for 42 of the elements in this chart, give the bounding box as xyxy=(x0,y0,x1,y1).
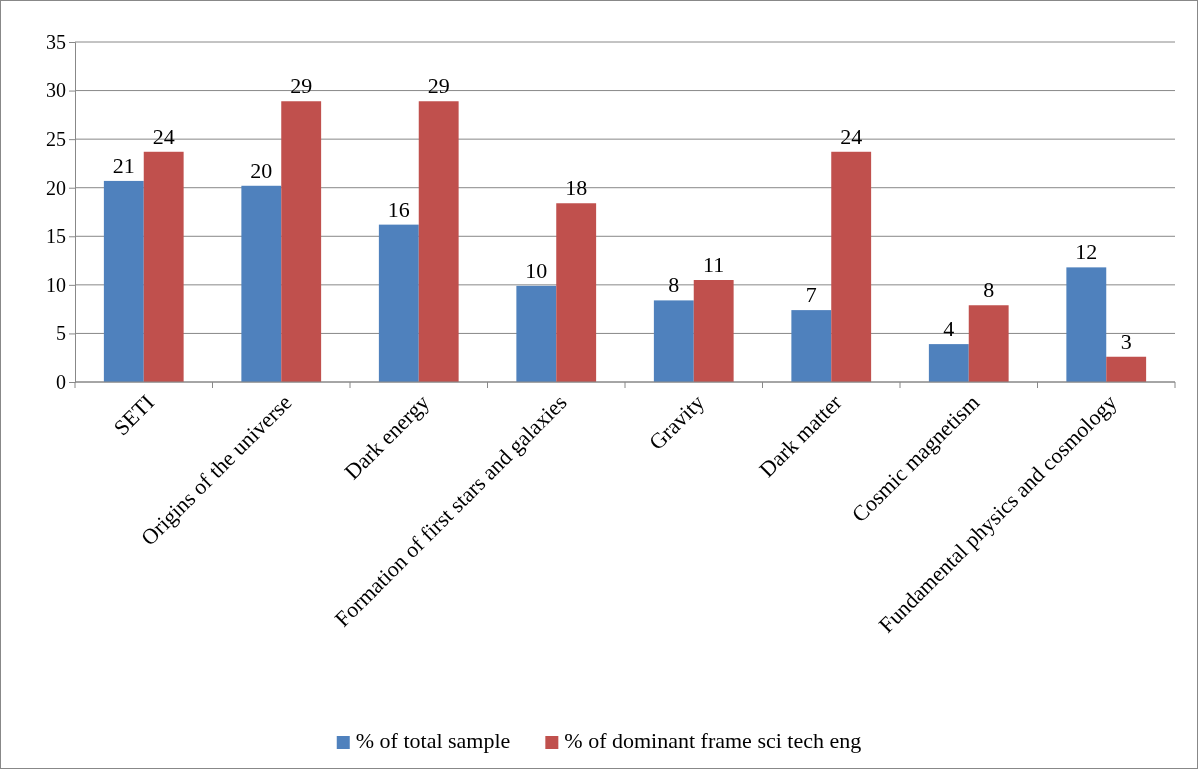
data-label: 8 xyxy=(668,272,680,298)
y-tick-label: 5 xyxy=(56,322,66,345)
y-tick-label: 30 xyxy=(46,79,66,102)
bar xyxy=(1066,267,1107,382)
data-label: 24 xyxy=(152,123,175,149)
y-tick-label: 35 xyxy=(46,30,66,53)
data-label: 21 xyxy=(112,152,135,178)
legend-label: % of dominant frame sci tech eng xyxy=(564,728,862,753)
bar xyxy=(928,344,969,382)
legend-label: % of total sample xyxy=(355,728,511,753)
data-label: 8 xyxy=(983,277,995,303)
data-label: 24 xyxy=(840,123,863,149)
bar xyxy=(143,151,184,382)
bar xyxy=(1106,356,1147,382)
bar xyxy=(791,310,832,382)
data-label: 29 xyxy=(427,73,450,99)
y-tick-label: 20 xyxy=(46,176,66,199)
bar xyxy=(516,285,557,382)
data-label: 16 xyxy=(387,196,410,222)
bar xyxy=(378,224,419,382)
bar xyxy=(693,280,734,382)
data-label: 11 xyxy=(703,252,725,277)
data-label: 3 xyxy=(1120,328,1132,354)
bar xyxy=(281,101,322,382)
y-tick-label: 0 xyxy=(56,370,66,393)
y-tick-label: 15 xyxy=(46,225,66,248)
bar xyxy=(103,180,144,382)
data-label: 29 xyxy=(290,73,313,99)
bar xyxy=(418,101,459,382)
data-label: 20 xyxy=(250,157,273,183)
bar xyxy=(556,203,597,382)
y-tick-label: 25 xyxy=(46,128,66,151)
bar xyxy=(241,185,282,382)
data-label: 7 xyxy=(805,282,817,308)
bar xyxy=(653,300,694,382)
data-label: 10 xyxy=(525,257,548,283)
bar xyxy=(831,151,872,382)
data-label: 4 xyxy=(943,316,955,342)
data-label: 12 xyxy=(1075,239,1098,265)
y-tick-label: 10 xyxy=(46,273,66,296)
bar xyxy=(968,305,1009,382)
data-label: 18 xyxy=(565,175,588,201)
